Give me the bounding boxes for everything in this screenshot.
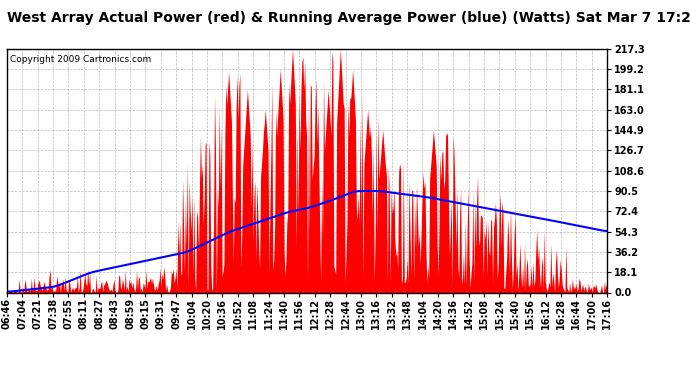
Text: Copyright 2009 Cartronics.com: Copyright 2009 Cartronics.com bbox=[10, 55, 151, 64]
Text: West Array Actual Power (red) & Running Average Power (blue) (Watts) Sat Mar 7 1: West Array Actual Power (red) & Running … bbox=[7, 11, 690, 25]
